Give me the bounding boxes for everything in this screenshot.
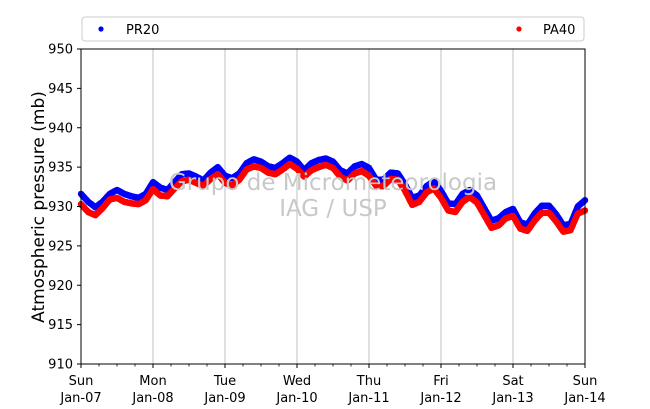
legend-marker-pa40 xyxy=(516,26,522,32)
x-tick-label-date: Jan-11 xyxy=(347,391,389,406)
x-tick-label-day: Tue xyxy=(213,374,236,389)
legend-marker-pr20 xyxy=(98,26,104,32)
x-tick-label-date: Jan-09 xyxy=(203,391,245,406)
y-tick-label: 925 xyxy=(48,239,73,254)
y-tick-label: 910 xyxy=(48,358,73,373)
y-tick-label: 945 xyxy=(48,82,73,97)
y-tick-label: 915 xyxy=(48,318,73,333)
y-tick-label: 930 xyxy=(48,200,73,215)
series-pr20 xyxy=(77,154,589,229)
y-axis-title: Atmospheric pressure (mb) xyxy=(29,91,49,323)
x-tick-label-day: Sat xyxy=(502,374,523,389)
legend-label-pa40: PA40 xyxy=(543,23,575,38)
x-tick-label-date: Jan-12 xyxy=(419,391,461,406)
x-tick-label-date: Jan-07 xyxy=(59,391,101,406)
x-tick-label-date: Jan-13 xyxy=(491,391,533,406)
x-tick-label-day: Thu xyxy=(356,374,381,389)
x-tick-label-day: Mon xyxy=(139,374,166,389)
y-tick-label: 935 xyxy=(48,161,73,176)
watermark: Grupo de Micrometeorologia IAG / USP xyxy=(169,170,497,222)
legend-label-pr20: PR20 xyxy=(126,23,159,38)
x-tick-label-day: Wed xyxy=(283,374,311,389)
x-tick-label-date: Jan-10 xyxy=(275,391,317,406)
y-tick-label: 950 xyxy=(48,43,73,58)
x-tick-label-day: Sun xyxy=(573,374,598,389)
watermark-line-2: IAG / USP xyxy=(279,196,387,222)
legend-box xyxy=(81,16,585,42)
x-tick-label-date: Jan-08 xyxy=(131,391,173,406)
series-pa40 xyxy=(77,160,589,235)
legend: PR20 PA40 xyxy=(81,16,585,42)
watermark-line-1: Grupo de Micrometeorologia xyxy=(169,170,497,196)
x-axis: Sun Jan-07 Mon Jan-08 Tue Jan-09 Wed Jan-10 Thu J… xyxy=(59,364,606,406)
y-tick-label: 940 xyxy=(48,121,73,136)
y-tick-label: 920 xyxy=(48,279,73,294)
x-tick-label-day: Fri xyxy=(433,374,449,389)
data-series-layer xyxy=(77,154,589,235)
y-axis: 910 915 920 925 930 935 940 945 950 xyxy=(48,43,81,373)
x-tick-label-day: Sun xyxy=(69,374,94,389)
x-tick-label-date: Jan-14 xyxy=(563,391,605,406)
